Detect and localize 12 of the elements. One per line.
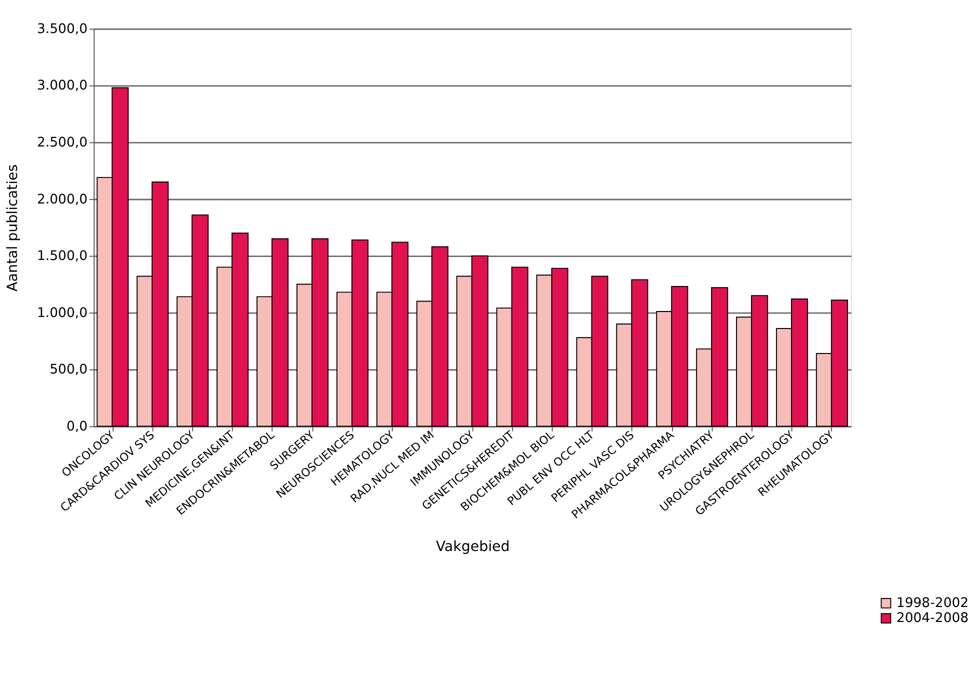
y-tick-label: 1.000,0	[36, 306, 88, 321]
y-tick-label: 0,0	[66, 419, 88, 434]
y-tick-label: 500,0	[50, 362, 88, 378]
y-tick-label: 2.500,0	[36, 135, 88, 150]
y-tick-label: 3.000,0	[36, 78, 88, 94]
y-tick-label: 1.500,0	[36, 249, 88, 264]
y-tick-label: 3.500,0	[36, 22, 88, 37]
y-axis-title: Aantal publicaties	[5, 164, 22, 292]
legend-label: 2004-2008	[896, 611, 969, 626]
y-tick-label: 2.000,0	[36, 192, 88, 208]
legend-label: 1998-2002	[896, 596, 969, 611]
x-axis-title: Vakgebied	[436, 538, 510, 555]
